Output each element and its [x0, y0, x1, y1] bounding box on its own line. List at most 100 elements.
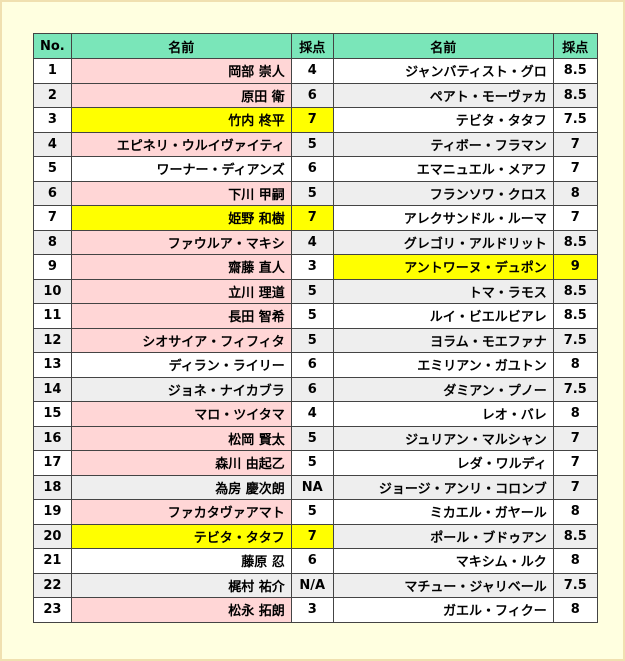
- left-score: N/A: [290, 572, 334, 598]
- table-row: 17 森川 由起乙 5 レダ・ワルディ 7: [33, 450, 598, 476]
- right-score: 8: [552, 597, 598, 623]
- left-name: ジョネ・ナイカブラ: [70, 376, 292, 402]
- right-name: エマニュエル・メアフ: [332, 156, 554, 182]
- right-name: アレクサンドル・ルーマ: [332, 205, 554, 231]
- table-row: 1 岡部 崇人 4 ジャンバティスト・グロ 8.5: [33, 58, 598, 84]
- left-name: 長田 智希: [70, 303, 292, 329]
- left-score: 3: [290, 254, 334, 280]
- row-number: 14: [33, 376, 72, 402]
- right-score: 7: [552, 205, 598, 231]
- right-name: ペアト・モーヴァカ: [332, 82, 554, 108]
- right-name: ポール・ブドゥアン: [332, 523, 554, 549]
- right-name: マチュー・ジャリベール: [332, 572, 554, 598]
- right-score: 8: [552, 401, 598, 427]
- row-number: 23: [33, 597, 72, 623]
- right-name: マキシム・ルク: [332, 548, 554, 574]
- left-name: エピネリ・ウルイヴァイティ: [70, 131, 292, 157]
- right-name: ミカエル・ガヤール: [332, 499, 554, 525]
- right-name: フランソワ・クロス: [332, 180, 554, 206]
- row-number: 18: [33, 474, 72, 500]
- table-row: 9 齋藤 直人 3 アントワーヌ・デュポン 9: [33, 254, 598, 280]
- right-score: 8: [552, 180, 598, 206]
- table-row: 16 松岡 賢太 5 ジュリアン・マルシャン 7: [33, 425, 598, 451]
- table-row: 12 シオサイア・フィフィタ 5 ヨラム・モエファナ 7.5: [33, 327, 598, 353]
- right-score: 9: [552, 254, 598, 280]
- table-row: 15 マロ・ツイタマ 4 レオ・バレ 8: [33, 401, 598, 427]
- right-name: ジュリアン・マルシャン: [332, 425, 554, 451]
- row-number: 15: [33, 401, 72, 427]
- left-name: テビタ・タタフ: [70, 523, 292, 549]
- row-number: 17: [33, 450, 72, 476]
- left-name: 下川 甲嗣: [70, 180, 292, 206]
- right-score: 8: [552, 352, 598, 378]
- right-name: アントワーヌ・デュポン: [332, 254, 554, 280]
- table-row: 2 原田 衛 6 ペアト・モーヴァカ 8.5: [33, 82, 598, 108]
- right-name: グレゴリ・アルドリット: [332, 229, 554, 255]
- left-score: 5: [290, 450, 334, 476]
- row-number: 12: [33, 327, 72, 353]
- right-score: 8.5: [552, 278, 598, 304]
- row-number: 7: [33, 205, 72, 231]
- right-name: ダミアン・プノー: [332, 376, 554, 402]
- right-score: 7: [552, 474, 598, 500]
- right-name: レダ・ワルディ: [332, 450, 554, 476]
- right-score: 7: [552, 425, 598, 451]
- table-row: 14 ジョネ・ナイカブラ 6 ダミアン・プノー 7.5: [33, 376, 598, 402]
- left-score: 6: [290, 548, 334, 574]
- left-score: 5: [290, 180, 334, 206]
- right-score: 7.5: [552, 107, 598, 133]
- right-score: 8.5: [552, 523, 598, 549]
- row-number: 9: [33, 254, 72, 280]
- table-row: 13 ディラン・ライリー 6 エミリアン・ガユトン 8: [33, 352, 598, 378]
- table-row: 23 松永 拓朗 3 ガエル・フィクー 8: [33, 597, 598, 623]
- row-number: 16: [33, 425, 72, 451]
- left-score: NA: [290, 474, 334, 500]
- row-number: 1: [33, 58, 72, 84]
- left-score: 6: [290, 352, 334, 378]
- left-score: 5: [290, 327, 334, 353]
- right-score: 8.5: [552, 229, 598, 255]
- header-cell: No.: [33, 33, 72, 59]
- right-score: 8.5: [552, 82, 598, 108]
- left-score: 5: [290, 425, 334, 451]
- table-row: 20 テビタ・タタフ 7 ポール・ブドゥアン 8.5: [33, 523, 598, 549]
- left-score: 6: [290, 156, 334, 182]
- right-score: 8.5: [552, 303, 598, 329]
- right-name: ジャンバティスト・グロ: [332, 58, 554, 84]
- table-row: 4 エピネリ・ウルイヴァイティ 5 ティボー・フラマン 7: [33, 131, 598, 157]
- table-row: 6 下川 甲嗣 5 フランソワ・クロス 8: [33, 180, 598, 206]
- right-name: レオ・バレ: [332, 401, 554, 427]
- right-score: 8.5: [552, 58, 598, 84]
- right-score: 7.5: [552, 376, 598, 402]
- header-cell: 名前: [70, 33, 292, 59]
- row-number: 6: [33, 180, 72, 206]
- left-score: 6: [290, 82, 334, 108]
- row-number: 5: [33, 156, 72, 182]
- table-row: 5 ワーナー・ディアンズ 6 エマニュエル・メアフ 7: [33, 156, 598, 182]
- left-name: ファウルア・マキシ: [70, 229, 292, 255]
- row-number: 22: [33, 572, 72, 598]
- row-number: 8: [33, 229, 72, 255]
- row-number: 10: [33, 278, 72, 304]
- right-name: ガエル・フィクー: [332, 597, 554, 623]
- table-row: 22 梶村 祐介 N/A マチュー・ジャリベール 7.5: [33, 572, 598, 598]
- left-score: 7: [290, 205, 334, 231]
- row-number: 21: [33, 548, 72, 574]
- left-score: 7: [290, 523, 334, 549]
- table-row: 19 ファカタヴァアマト 5 ミカエル・ガヤール 8: [33, 499, 598, 525]
- table-row: 7 姫野 和樹 7 アレクサンドル・ルーマ 7: [33, 205, 598, 231]
- header-cell: 名前: [332, 33, 554, 59]
- row-number: 13: [33, 352, 72, 378]
- left-name: 竹内 柊平: [70, 107, 292, 133]
- row-number: 11: [33, 303, 72, 329]
- right-name: テビタ・タタフ: [332, 107, 554, 133]
- table-row: 11 長田 智希 5 ルイ・ビエルビアレ 8.5: [33, 303, 598, 329]
- table-row: 8 ファウルア・マキシ 4 グレゴリ・アルドリット 8.5: [33, 229, 598, 255]
- row-number: 4: [33, 131, 72, 157]
- right-name: ジョージ・アンリ・コロンブ: [332, 474, 554, 500]
- right-name: ヨラム・モエファナ: [332, 327, 554, 353]
- header-cell: 採点: [290, 33, 334, 59]
- left-name: マロ・ツイタマ: [70, 401, 292, 427]
- row-number: 20: [33, 523, 72, 549]
